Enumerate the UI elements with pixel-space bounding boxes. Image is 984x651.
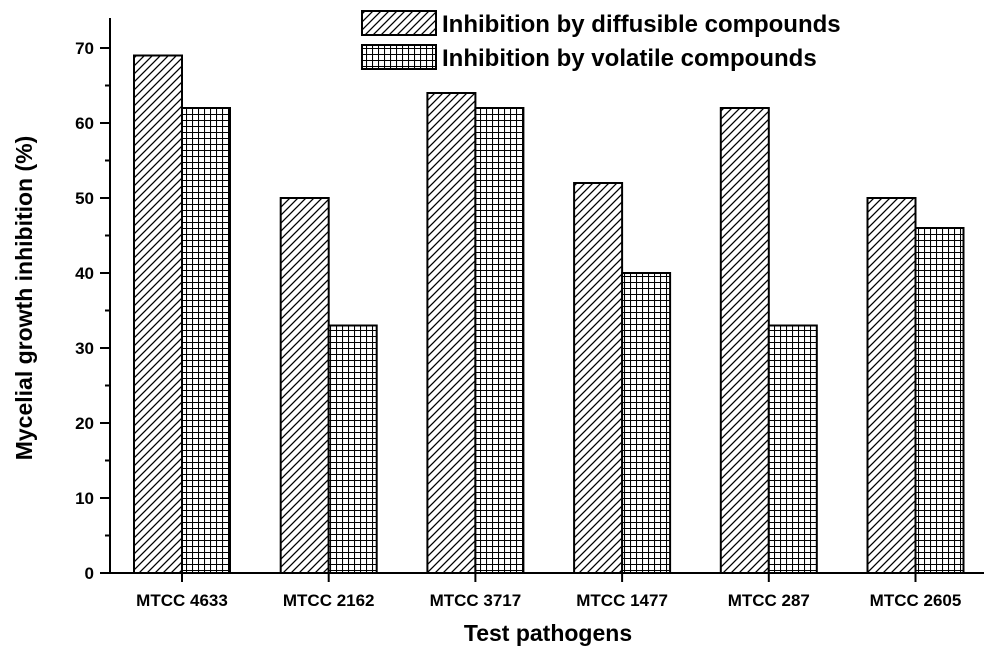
bar-diffusible-2: [426, 92, 477, 574]
legend-label-volatile: Inhibition by volatile compounds: [442, 45, 817, 72]
y-tick-label: 40: [75, 264, 94, 283]
bar-volatile-4: [767, 324, 818, 574]
bars-layer: [133, 54, 965, 574]
legend-swatch-volatile: [361, 44, 437, 70]
bar-volatile-1: [327, 324, 378, 574]
x-axis-title: Test pathogens: [464, 620, 632, 646]
y-axis-title: Mycelial growth inhibition (%): [11, 136, 37, 461]
x-category-label: MTCC 287: [728, 591, 810, 610]
bar-volatile-2: [474, 107, 525, 574]
x-category-label: MTCC 3717: [430, 591, 522, 610]
legend-label-diffusible: Inhibition by diffusible compounds: [442, 11, 841, 38]
y-tick-label: 20: [75, 414, 94, 433]
legend-swatch-diffusible: [361, 10, 437, 36]
bar-diffusible-5: [866, 197, 917, 574]
y-tick-label: 50: [75, 189, 94, 208]
bar-volatile-0: [181, 107, 231, 574]
y-tick-label: 30: [75, 339, 94, 358]
x-category-label: MTCC 4633: [136, 591, 228, 610]
x-category-label: MTCC 2605: [870, 591, 962, 610]
x-category-label: MTCC 1477: [576, 591, 668, 610]
y-tick-label: 60: [75, 114, 94, 133]
bar-diffusible-4: [719, 107, 770, 574]
bar-volatile-3: [621, 272, 672, 574]
bar-diffusible-3: [573, 182, 624, 574]
bar-diffusible-0: [133, 54, 183, 574]
y-ticks-layer: 0 10 20 30 40 50 60 70: [75, 39, 110, 583]
legend: Inhibition by diffusible compounds Inhib…: [361, 10, 841, 72]
bar-volatile-5: [914, 227, 965, 574]
bar-diffusible-1: [279, 197, 330, 574]
x-categories-layer: MTCC 4633 MTCC 2162 MTCC 3717 MTCC 1477 MTCC…: [136, 573, 961, 610]
y-tick-label: 0: [85, 564, 94, 583]
x-category-label: MTCC 2162: [283, 591, 375, 610]
y-tick-label: 70: [75, 39, 94, 58]
y-tick-label: 10: [75, 489, 94, 508]
